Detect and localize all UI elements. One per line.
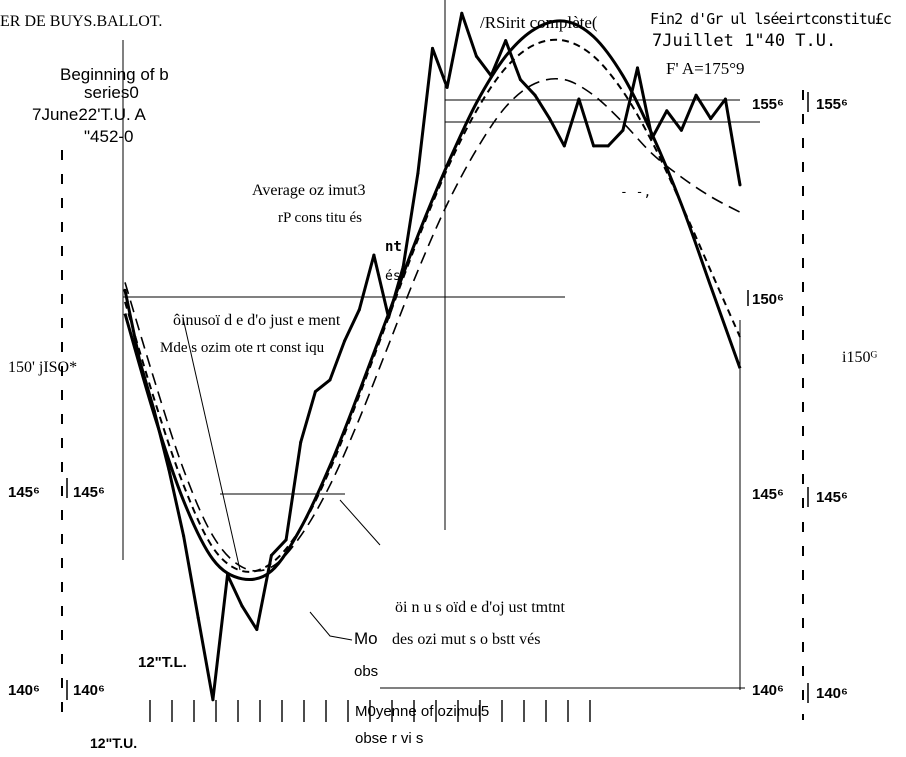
leader-sin2 (339, 499, 381, 546)
series-point-0-32 (592, 144, 596, 148)
series-line-2 (124, 38, 741, 573)
series-point-0-8 (240, 604, 244, 608)
series-start-line4: "452-0 (84, 127, 134, 146)
axis-right-outer-145: 145⁶ (816, 489, 848, 506)
series-point-0-31 (577, 97, 581, 101)
annotation-moyenne-fragment2: obs (354, 663, 379, 680)
series-point-0-3 (167, 468, 171, 472)
series-line-3 (124, 77, 741, 572)
annotation-sinusoid2-line2: des ozi mut s o bstt vés (392, 631, 541, 648)
series-point-0-42 (738, 183, 742, 187)
series-point-0-4 (182, 534, 186, 538)
series-point-0-20 (416, 171, 420, 175)
axis-right-inner-150: 150⁶ (752, 291, 784, 308)
axis-right-outer-140: 140⁶ (816, 685, 848, 702)
axis-right-inner-140: 140⁶ (752, 682, 784, 699)
series-point-0-40 (709, 117, 713, 121)
series-point-0-9 (255, 628, 259, 631)
axis-left-150: 150' jISO* (8, 359, 78, 376)
series-point-0-28 (533, 93, 537, 97)
series-point-0-22 (445, 85, 449, 89)
header-right-azimuth: F' A=175°9 (666, 59, 745, 78)
series-point-0-16 (357, 308, 361, 312)
series-start-line3: 7June22'T.U. A (32, 105, 146, 124)
series-point-0-27 (518, 78, 522, 82)
series-point-0-37 (665, 109, 669, 113)
series-point-0-23 (460, 11, 464, 15)
annotation-sinusoid2-line1: öi n u s oïd e d'oj ust tmtnt (395, 599, 565, 616)
axis-left-inner-145: 145⁶ (73, 484, 105, 501)
axis-left-outer-145: 145⁶ (8, 484, 40, 501)
annotation-sinusoid1-line2: Mde s ozim ote rt const iqu (160, 340, 325, 356)
series-line-1 (123, 19, 742, 582)
series-point-0-5 (196, 616, 200, 620)
series-point-0-24 (474, 54, 478, 58)
series-point-0-11 (284, 538, 288, 542)
series-start-line1: Beginning of b (60, 65, 169, 84)
series-point-0-10 (269, 553, 273, 557)
series-point-0-0 (123, 288, 127, 292)
annotation-dash-note: - -, (620, 185, 652, 200)
annotation-fragment-es: és (385, 269, 401, 284)
header-right-title-overlap: Fin2 d'Gr ul lséeirtconstitu£c (650, 10, 892, 28)
series-point-0-12 (299, 440, 303, 444)
header-right-date: 7Juillet 1"40 T.U. (652, 31, 837, 51)
axis-right-outer-155: 155⁶ (816, 96, 848, 113)
annotation-moyenne-fragment1: Mo (354, 629, 378, 648)
axis-right-inner-155: 155⁶ (752, 96, 784, 113)
annotation-sinusoid1-line1: ôinusoï d e d'o just e ment (173, 312, 341, 329)
axis-right-inner-145: 145⁶ (752, 486, 784, 503)
series-point-0-6 (211, 698, 215, 702)
series-point-0-30 (562, 144, 566, 148)
series-point-0-41 (723, 97, 727, 101)
annotation-moyenne-full: M0yenne of ozimul5 (355, 703, 490, 720)
axis-left-outer-140: 140⁶ (8, 682, 40, 699)
annotation-average-line1: Average oz imut3 (252, 182, 366, 199)
series-point-0-21 (431, 46, 434, 50)
axis-right-150: i150ᴳ (842, 349, 878, 366)
series-point-0-39 (694, 93, 698, 97)
series-start-line2: series0 (84, 83, 139, 102)
annotation-noon-bottom: 12"T.U. (90, 735, 138, 751)
series-point-0-33 (606, 144, 610, 148)
annotation-moyenne-full2: obse r vi s (355, 730, 424, 747)
series-point-0-35 (636, 66, 639, 70)
annotation-average-line2: rP cons titu és (278, 210, 363, 226)
series-point-0-19 (401, 265, 405, 269)
series-point-0-29 (548, 117, 552, 121)
header-left-title: ER DE BUYS.BALLOT. (0, 13, 163, 30)
header-right-title: /RSirit complète( (480, 13, 598, 32)
leader-moy (309, 611, 353, 641)
annotation-fragment-nt: nt (385, 239, 402, 255)
annotation-noon-top: 12"T.L. (138, 654, 187, 671)
series-point-0-13 (313, 390, 317, 394)
series-point-0-15 (343, 339, 347, 343)
series-point-0-14 (328, 378, 332, 382)
series-point-0-17 (372, 253, 376, 257)
series-point-0-38 (679, 128, 683, 132)
series-point-0-26 (504, 39, 508, 43)
axis-left-inner-140: 140⁶ (73, 682, 105, 699)
leader-sin1 (182, 317, 241, 571)
series-point-0-34 (621, 128, 625, 132)
